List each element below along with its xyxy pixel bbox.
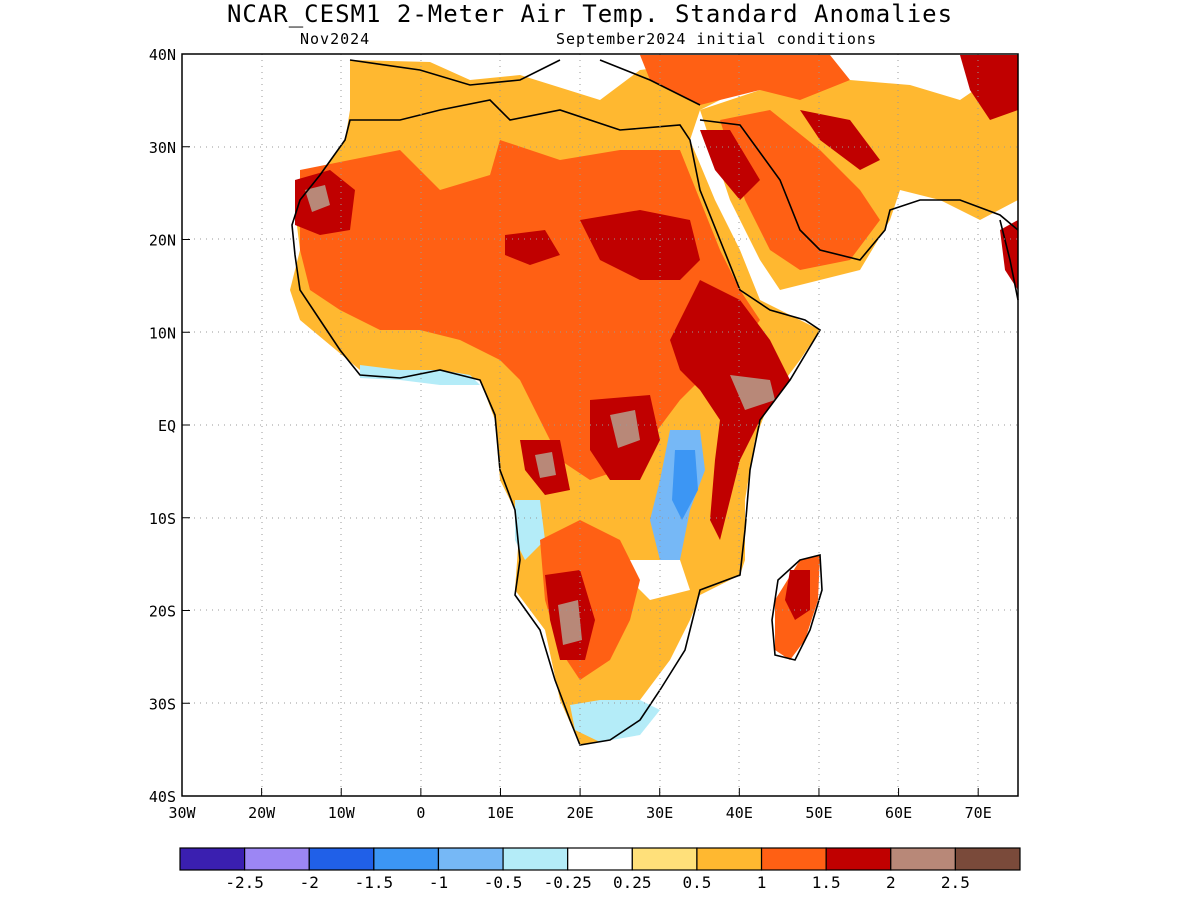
colorbar-swatch bbox=[631, 847, 698, 871]
colorbar bbox=[179, 847, 1021, 871]
y-tick-label: 20N bbox=[149, 232, 176, 250]
x-tick-label: 50E bbox=[805, 804, 832, 822]
madagascar-coastline bbox=[771, 553, 823, 661]
mediterranean-coastline bbox=[349, 59, 701, 106]
colorbar-swatch bbox=[825, 847, 892, 871]
anomaly-region-kenya-peak bbox=[730, 375, 775, 410]
colorbar-label: -2 bbox=[300, 873, 319, 892]
init-conditions-label: September2024 initial conditions bbox=[556, 30, 877, 48]
colorbar-swatch bbox=[760, 847, 827, 871]
colorbar-swatch bbox=[244, 847, 310, 871]
colorbar-label: 1 bbox=[757, 873, 767, 892]
colorbar-labels: -2.5 -2 -1.5 -1 -0.5 -0.25 0.25 0.5 1 1.5 2 2.5 bbox=[225, 873, 969, 892]
colorbar-swatch bbox=[179, 847, 246, 871]
x-tick-label: 60E bbox=[885, 804, 912, 822]
y-tick-label: 30S bbox=[149, 695, 176, 713]
colorbar-swatch bbox=[437, 847, 504, 871]
y-tick-label: 10N bbox=[149, 324, 176, 342]
anomaly-region-angola-coast-cool bbox=[515, 500, 545, 560]
y-axis: 40N 30N 20N 10N EQ 10S 20S 30S 40S bbox=[149, 46, 190, 806]
anomaly-region-levant bbox=[640, 55, 850, 105]
y-tick-label: 20S bbox=[149, 603, 176, 621]
colorbar-swatch bbox=[308, 847, 375, 871]
coastlines bbox=[291, 59, 1019, 746]
colorbar-label: 1.5 bbox=[812, 873, 841, 892]
map-title: NCAR_CESM1 2-Meter Air Temp. Standard An… bbox=[227, 0, 953, 28]
anomaly-region-sudan bbox=[580, 210, 700, 280]
anomaly-region-red-sea-coast bbox=[700, 130, 760, 200]
anomaly-region-iran bbox=[960, 55, 1018, 120]
colorbar-swatch bbox=[696, 847, 763, 871]
map-gridlines bbox=[182, 54, 1018, 796]
anomaly-region-cape-cool bbox=[570, 700, 660, 742]
colorbar-label: -2.5 bbox=[225, 873, 264, 892]
x-tick-label: 10W bbox=[328, 804, 356, 822]
anomaly-region-congo-peak bbox=[610, 410, 640, 448]
colorbar-swatch bbox=[502, 847, 569, 871]
arabia-coastline bbox=[699, 119, 1019, 261]
anomaly-region-arabia bbox=[720, 110, 880, 270]
anomaly-region-gabon-peak bbox=[535, 452, 556, 478]
anomaly-region-arabia-red bbox=[800, 110, 880, 170]
x-tick-label: 30W bbox=[168, 804, 196, 822]
y-tick-label: 40S bbox=[149, 788, 176, 806]
colorbar-label: -0.5 bbox=[484, 873, 523, 892]
target-month-label: Nov2024 bbox=[300, 30, 370, 48]
colorbar-label: 2.5 bbox=[941, 873, 970, 892]
colorbar-label: 2 bbox=[886, 873, 896, 892]
anomaly-region-great-lakes-core bbox=[672, 450, 698, 520]
map-panel bbox=[181, 53, 1019, 797]
x-tick-label: 70E bbox=[965, 804, 992, 822]
anomaly-region-kalahari-peak bbox=[558, 600, 582, 645]
anomaly-region-madagascar-red bbox=[785, 570, 810, 620]
anomaly-region-east-africa bbox=[670, 280, 790, 540]
y-tick-label: 40N bbox=[149, 46, 176, 64]
y-tick-label: 30N bbox=[149, 139, 176, 157]
colorbar-label: -1.5 bbox=[355, 873, 394, 892]
india-coastline bbox=[999, 219, 1019, 301]
y-tick-label: 10S bbox=[149, 510, 176, 528]
x-tick-label: 20W bbox=[248, 804, 276, 822]
colorbar-swatch bbox=[373, 847, 440, 871]
colorbar-swatch bbox=[954, 847, 1021, 871]
x-axis: 30W 20W 10W 0 10E 20E 30E 40E 50E 60E 70E bbox=[168, 788, 992, 822]
x-tick-label: 40E bbox=[726, 804, 753, 822]
colorbar-label: -1 bbox=[429, 873, 448, 892]
colorbar-label: 0.25 bbox=[613, 873, 652, 892]
x-tick-label: 10E bbox=[487, 804, 514, 822]
africa-coastline bbox=[291, 99, 822, 746]
x-tick-label: 0 bbox=[416, 804, 425, 822]
y-tick-label: EQ bbox=[158, 417, 176, 435]
x-tick-label: 20E bbox=[567, 804, 594, 822]
colorbar-label: -0.25 bbox=[544, 873, 592, 892]
anomaly-region-zambia-neutral bbox=[630, 560, 690, 600]
colorbar-swatch bbox=[567, 847, 633, 871]
colorbar-label: 0.5 bbox=[682, 873, 711, 892]
anomaly-shading bbox=[290, 55, 1018, 745]
anomaly-region-mauritania-peak bbox=[305, 185, 330, 212]
colorbar-swatch bbox=[890, 847, 956, 871]
anomaly-region-gulf-coast-cool bbox=[360, 365, 480, 385]
x-tick-label: 30E bbox=[646, 804, 673, 822]
